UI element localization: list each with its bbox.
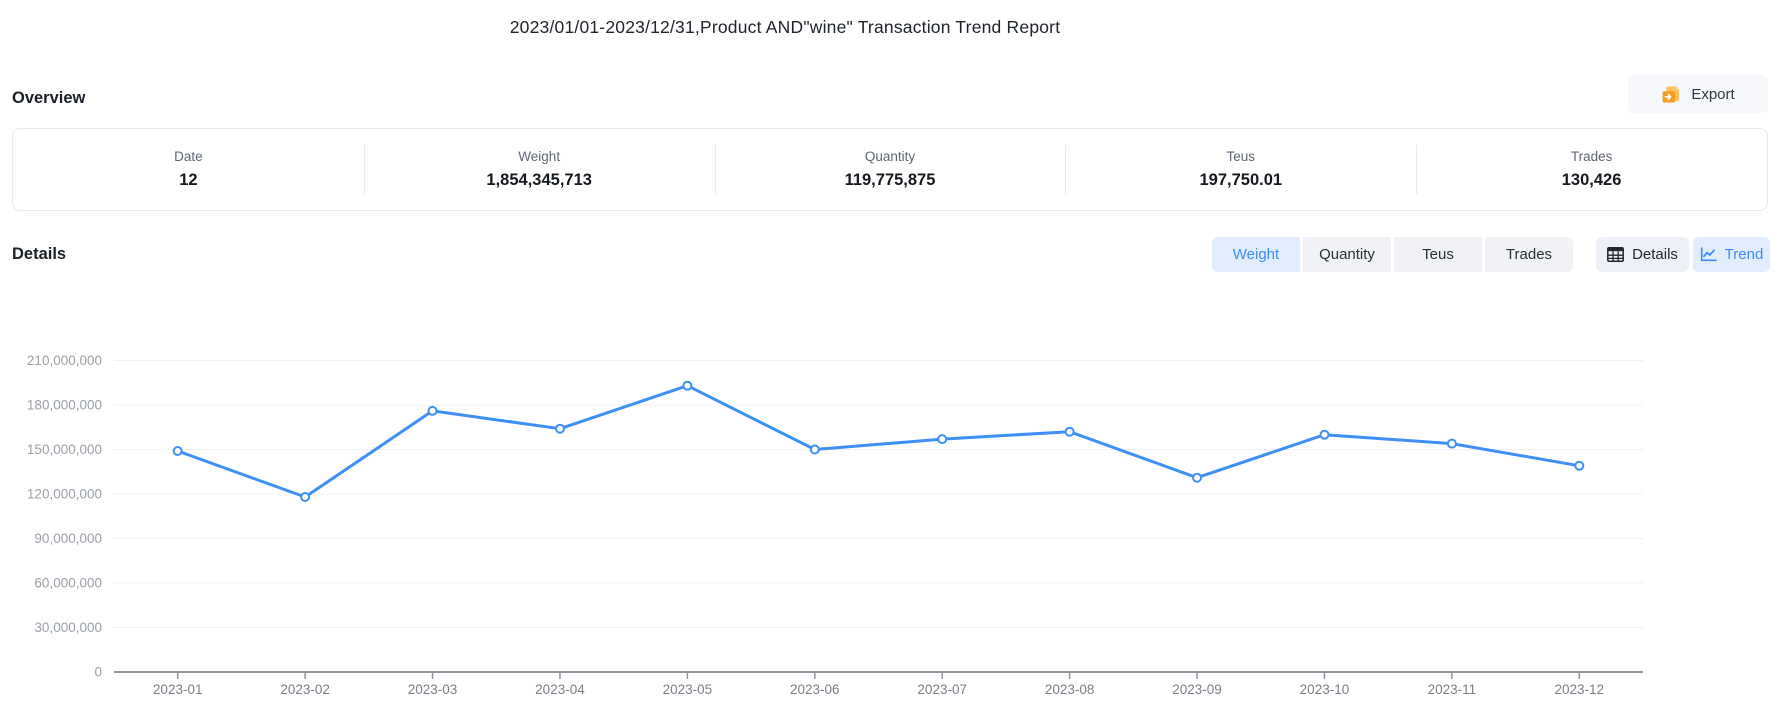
- x-axis-label: 2023-01: [153, 682, 203, 697]
- metric-tabs: Weight Quantity Teus Trades: [1212, 237, 1573, 272]
- view-details-button[interactable]: Details: [1596, 237, 1689, 272]
- data-point[interactable]: [1319, 429, 1330, 440]
- stat-value: 130,426: [1561, 171, 1622, 189]
- y-axis-label: 150,000,000: [27, 442, 102, 457]
- stat-teus: Teus 197,750.01: [1065, 129, 1416, 210]
- data-point[interactable]: [555, 423, 565, 434]
- export-button[interactable]: Export: [1628, 75, 1768, 113]
- x-axis-label: 2023-06: [790, 682, 840, 697]
- table-icon: [1607, 247, 1625, 262]
- x-axis-label: 2023-12: [1555, 682, 1605, 697]
- data-point[interactable]: [937, 434, 948, 445]
- view-tabs: Details Trend: [1596, 237, 1770, 272]
- data-point[interactable]: [1192, 472, 1202, 483]
- stat-label: Weight: [518, 149, 561, 164]
- y-axis-label: 0: [94, 665, 102, 680]
- x-axis-label: 2023-03: [408, 682, 458, 697]
- view-trend-label: Trend: [1724, 246, 1764, 263]
- stat-weight: Weight 1,854,345,713: [363, 129, 715, 210]
- data-point[interactable]: [682, 380, 693, 391]
- x-axis-label: 2023-04: [535, 682, 585, 697]
- data-point[interactable]: [809, 444, 820, 455]
- y-axis-label: 120,000,000: [27, 487, 102, 502]
- view-trend-button[interactable]: Trend: [1693, 237, 1770, 272]
- y-axis-label: 60,000,000: [34, 576, 102, 591]
- view-details-label: Details: [1632, 246, 1678, 263]
- line-chart-icon: [1700, 247, 1717, 262]
- data-point[interactable]: [172, 446, 183, 456]
- stat-value: 1,854,345,713: [486, 171, 592, 189]
- page-title: 2023/01/01-2023/12/31,Product AND"wine" …: [509, 17, 1061, 37]
- overview-heading: Overview: [12, 89, 86, 107]
- x-axis-label: 2023-08: [1045, 682, 1095, 697]
- x-axis-label: 2023-02: [280, 682, 330, 697]
- y-axis-label: 90,000,000: [34, 531, 102, 546]
- stat-label: Quantity: [864, 149, 916, 164]
- overview-stats-card: Date 12 Weight 1,854,345,713 Quantity 11…: [12, 128, 1768, 211]
- trend-line: [176, 384, 1581, 499]
- stat-quantity: Quantity 119,775,875: [714, 129, 1066, 210]
- details-heading: Details: [12, 245, 67, 263]
- x-axis-label: 2023-07: [917, 682, 967, 697]
- tab-trades[interactable]: Trades: [1485, 237, 1573, 272]
- data-point[interactable]: [300, 492, 311, 502]
- x-axis-label: 2023-09: [1172, 682, 1222, 697]
- stat-label: Teus: [1226, 149, 1256, 164]
- data-point[interactable]: [1446, 438, 1457, 449]
- y-axis-label: 30,000,000: [34, 620, 102, 635]
- stat-value: 12: [179, 171, 198, 189]
- stat-trades: Trades 130,426: [1416, 129, 1767, 210]
- data-point[interactable]: [1064, 426, 1075, 437]
- y-axis-label: 180,000,000: [27, 398, 102, 413]
- x-axis-label: 2023-10: [1300, 682, 1350, 697]
- tab-teus[interactable]: Teus: [1394, 237, 1482, 272]
- stat-date: Date 12: [13, 129, 364, 210]
- x-axis-label: 2023-05: [663, 682, 713, 697]
- tab-quantity[interactable]: Quantity: [1303, 237, 1391, 272]
- stat-value: 119,775,875: [844, 171, 936, 189]
- y-axis-label: 210,000,000: [27, 353, 102, 368]
- x-axis-label: 2023-11: [1428, 682, 1477, 697]
- stat-label: Date: [174, 149, 203, 164]
- data-point[interactable]: [427, 405, 438, 416]
- tab-weight[interactable]: Weight: [1212, 237, 1300, 272]
- data-point[interactable]: [1574, 460, 1585, 471]
- stat-value: 197,750.01: [1199, 171, 1283, 189]
- export-button-label: Export: [1691, 85, 1735, 103]
- export-file-icon: [1661, 84, 1682, 105]
- stat-label: Trades: [1570, 149, 1613, 164]
